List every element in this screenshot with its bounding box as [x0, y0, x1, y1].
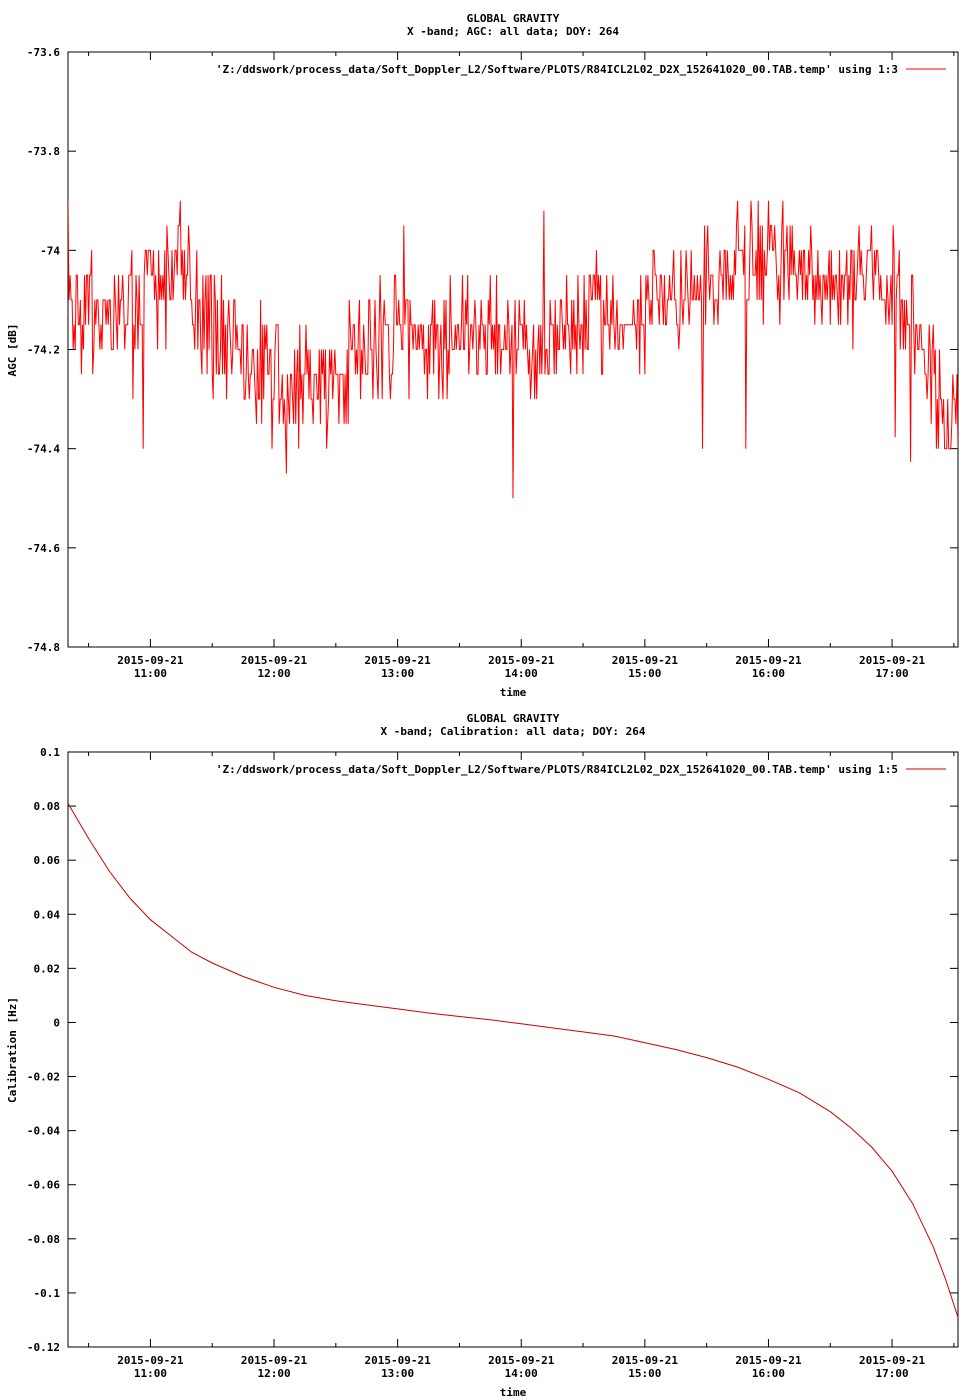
chart-title: GLOBAL GRAVITY	[467, 12, 560, 25]
x-tick-label-time: 12:00	[257, 1367, 290, 1380]
x-tick-label-date: 2015-09-21	[241, 654, 308, 667]
plot-frame	[67, 751, 959, 1348]
series-line	[68, 803, 958, 1318]
legend-label: 'Z:/ddswork/process_data/Soft_Doppler_L2…	[216, 63, 898, 76]
x-tick-label-date: 2015-09-21	[735, 654, 802, 667]
x-tick-label-time: 11:00	[134, 667, 167, 680]
x-tick-label-date: 2015-09-21	[241, 1354, 308, 1367]
x-tick-label-date: 2015-09-21	[612, 1354, 679, 1367]
legend-label: 'Z:/ddswork/process_data/Soft_Doppler_L2…	[216, 763, 898, 776]
y-axis-label: AGC [dB]	[6, 324, 19, 377]
y-tick-label: -74.8	[27, 641, 60, 654]
x-tick-label-date: 2015-09-21	[488, 654, 555, 667]
y-tick-label: -0.06	[27, 1179, 60, 1192]
x-axis-label: time	[500, 1386, 527, 1399]
plot-frame	[67, 51, 959, 648]
x-tick-label-time: 12:00	[257, 667, 290, 680]
x-tick-label-time: 15:00	[628, 667, 661, 680]
y-tick-label: -0.04	[27, 1125, 60, 1138]
y-tick-label: -73.6	[27, 46, 60, 59]
y-tick-label: 0.06	[34, 854, 61, 867]
x-tick-label-date: 2015-09-21	[859, 654, 926, 667]
y-tick-label: -0.12	[27, 1341, 60, 1354]
x-tick-label-date: 2015-09-21	[117, 654, 184, 667]
x-tick-label-date: 2015-09-21	[117, 1354, 184, 1367]
y-tick-label: -74.2	[27, 344, 60, 357]
chart-subtitle: X -band; Calibration: all data; DOY: 264	[381, 725, 646, 738]
x-axis-label: time	[500, 686, 527, 699]
x-tick-label-date: 2015-09-21	[735, 1354, 802, 1367]
x-tick-label-time: 16:00	[752, 667, 785, 680]
y-tick-label: -0.1	[34, 1287, 61, 1300]
y-tick-label: -74.6	[27, 542, 60, 555]
x-tick-label-time: 13:00	[381, 667, 414, 680]
x-tick-label-date: 2015-09-21	[365, 654, 432, 667]
x-tick-label-time: 17:00	[876, 1367, 909, 1380]
x-tick-label-time: 13:00	[381, 1367, 414, 1380]
series-line	[68, 200, 958, 499]
y-tick-label: -74	[40, 244, 60, 257]
x-tick-label-date: 2015-09-21	[365, 1354, 432, 1367]
x-tick-label-date: 2015-09-21	[612, 654, 679, 667]
y-tick-label: -74.4	[27, 443, 60, 456]
chart-title: GLOBAL GRAVITY	[467, 712, 560, 725]
x-tick-label-time: 15:00	[628, 1367, 661, 1380]
y-tick-label: 0	[53, 1016, 60, 1029]
y-tick-label: 0.04	[34, 908, 61, 921]
y-tick-label: -0.08	[27, 1233, 60, 1246]
y-tick-label: -73.8	[27, 145, 60, 158]
y-tick-label: 0.08	[34, 800, 61, 813]
y-axis-label: Calibration [Hz]	[6, 997, 19, 1103]
x-tick-label-time: 14:00	[505, 1367, 538, 1380]
x-tick-label-date: 2015-09-21	[488, 1354, 555, 1367]
x-tick-label-date: 2015-09-21	[859, 1354, 926, 1367]
y-tick-label: -0.02	[27, 1071, 60, 1084]
y-tick-label: 0.02	[34, 962, 61, 975]
y-tick-label: 0.1	[40, 746, 60, 759]
x-tick-label-time: 11:00	[134, 1367, 167, 1380]
x-tick-label-time: 14:00	[505, 667, 538, 680]
x-tick-label-time: 16:00	[752, 1367, 785, 1380]
chart-subtitle: X -band; AGC: all data; DOY: 264	[407, 25, 619, 38]
x-tick-label-time: 17:00	[876, 667, 909, 680]
